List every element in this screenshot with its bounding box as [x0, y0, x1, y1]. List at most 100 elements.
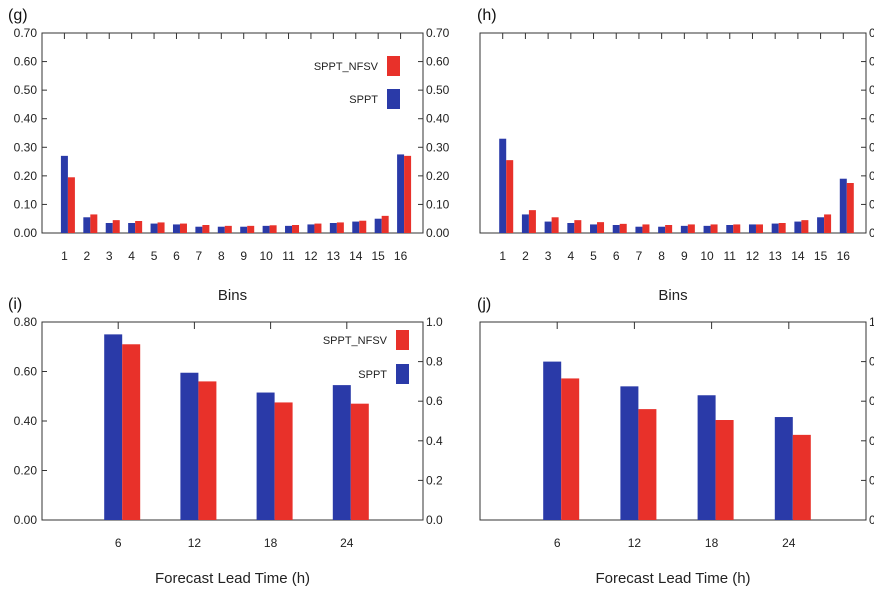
x-tick-label: 15 [371, 249, 385, 263]
x-tick-label: 6 [115, 536, 122, 550]
legend-label: SPPT [349, 94, 378, 106]
x-tick-label: 8 [218, 249, 225, 263]
x-tick-label: 6 [173, 249, 180, 263]
bar-sppt [240, 226, 248, 233]
bar-sppt-nfsv [359, 220, 367, 233]
x-tick-label: 11 [282, 249, 295, 263]
bar-sppt [612, 225, 620, 233]
bar-sppt-nfsv [112, 220, 120, 233]
x-tick-label: 1 [499, 249, 506, 263]
bar-sppt-nfsv [528, 210, 536, 233]
x-tick-label: 5 [590, 249, 597, 263]
right-y-tick-label: 0.20 [869, 169, 874, 183]
bar-sppt [256, 392, 275, 520]
bar-sppt [817, 217, 825, 233]
x-tick-label: 2 [522, 249, 529, 263]
y-tick-label: 0.10 [14, 197, 38, 211]
bar-sppt [262, 225, 270, 233]
bar-sppt-nfsv [801, 220, 809, 233]
bar-sppt-nfsv [733, 224, 741, 233]
x-tick-label: 4 [128, 249, 135, 263]
legend: SPPT_NFSV SPPT [314, 56, 400, 109]
right-y-tick-label: 0.6 [426, 394, 443, 408]
legend-swatch-sppt [387, 89, 400, 109]
right-y-tick-label: 0.30 [426, 140, 450, 154]
right-y-tick-label: 0.0 [426, 513, 443, 527]
chart-panel-j: (j) 0.0 0.2 0.4 0.6 0.8 1.0 6 12 18 24 Forecast Lea… [477, 296, 874, 587]
x-tick-label: 13 [768, 249, 782, 263]
bar-sppt-nfsv [404, 155, 412, 233]
y-tick-label: 0.60 [14, 55, 38, 69]
right-y-tick-label: 1.0 [426, 315, 443, 329]
bar-sppt [374, 218, 382, 233]
bar-sppt-nfsv [638, 409, 657, 520]
bar-sppt-nfsv [619, 223, 627, 233]
bar-sppt-nfsv [274, 402, 293, 520]
bar-sppt [620, 386, 639, 520]
bar-sppt-nfsv [314, 223, 322, 233]
x-tick-label: 18 [264, 536, 278, 550]
bar-sppt [543, 361, 562, 520]
x-tick-label: 7 [636, 249, 643, 263]
y-tick-label: 0.80 [14, 315, 38, 329]
x-tick-label: 24 [340, 536, 354, 550]
bar-sppt-nfsv [247, 225, 255, 233]
x-tick-label: 5 [151, 249, 158, 263]
bar-sppt [307, 224, 315, 233]
right-y-tick-label: 0.50 [869, 83, 874, 97]
bar-sppt-nfsv [202, 225, 210, 233]
x-tick-label: 14 [791, 249, 805, 263]
bar-sppt-nfsv [179, 223, 187, 233]
y-tick-label: 0.00 [14, 513, 38, 527]
x-tick-label: 12 [188, 536, 202, 550]
y-tick-label: 0.40 [14, 414, 38, 428]
x-tick-label: 12 [304, 249, 318, 263]
x-tick-label: 14 [349, 249, 363, 263]
x-axis-title: Forecast Lead Time (h) [595, 570, 750, 587]
right-y-tick-label: 0.4 [869, 434, 874, 448]
plot-frame [479, 32, 867, 234]
right-y-tick-label: 0.70 [426, 26, 450, 40]
x-tick-label: 15 [814, 249, 828, 263]
right-y-tick-label: 0.8 [426, 355, 443, 369]
x-tick-label: 3 [545, 249, 552, 263]
bar-sppt [172, 224, 180, 233]
x-tick-label: 7 [196, 249, 203, 263]
bar-sppt-nfsv [350, 403, 369, 520]
legend-label: SPPT [358, 369, 387, 381]
bar-sppt-nfsv [561, 378, 580, 520]
right-y-tick-label: 0.20 [426, 169, 450, 183]
bar-sppt [771, 223, 779, 233]
bar-sppt [195, 226, 203, 233]
bar-sppt-nfsv [122, 344, 141, 520]
legend: SPPT_NFSV SPPT [323, 330, 409, 384]
x-tick-label: 2 [83, 249, 90, 263]
y-tick-label: 0.30 [14, 140, 38, 154]
legend-swatch-sppt-nfsv [396, 330, 409, 350]
y-tick-label: 0.20 [14, 464, 38, 478]
bar-sppt-nfsv [157, 222, 165, 233]
bar-sppt [217, 226, 225, 233]
x-tick-label: 6 [554, 536, 561, 550]
bar-sppt [332, 385, 351, 520]
right-y-tick-label: 0.4 [426, 434, 443, 448]
bar-sppt [104, 334, 123, 520]
bar-sppt [128, 223, 136, 233]
y-tick-label: 0.20 [14, 169, 38, 183]
legend-swatch-sppt [396, 364, 409, 384]
right-y-tick-label: 0.8 [869, 355, 874, 369]
bar-sppt [590, 224, 598, 233]
bar-sppt-nfsv [687, 224, 695, 233]
chart-panel-g: (g) 0.00 0.10 0.20 0.30 0.40 0.50 0.60 0.70 0.00 0… [8, 7, 450, 304]
bar-sppt [680, 225, 688, 233]
right-y-tick-label: 1.0 [869, 315, 874, 329]
right-y-tick-label: 0.10 [426, 197, 450, 211]
bar-sppt-nfsv [381, 215, 389, 233]
plot-frame [41, 32, 424, 234]
x-axis-title: Bins [658, 287, 687, 304]
x-tick-label: 4 [567, 249, 574, 263]
bar-sppt-nfsv [597, 222, 605, 233]
right-y-tick-label: 0.60 [869, 55, 874, 69]
bar-sppt-nfsv [198, 381, 217, 520]
bar-sppt [180, 372, 199, 520]
